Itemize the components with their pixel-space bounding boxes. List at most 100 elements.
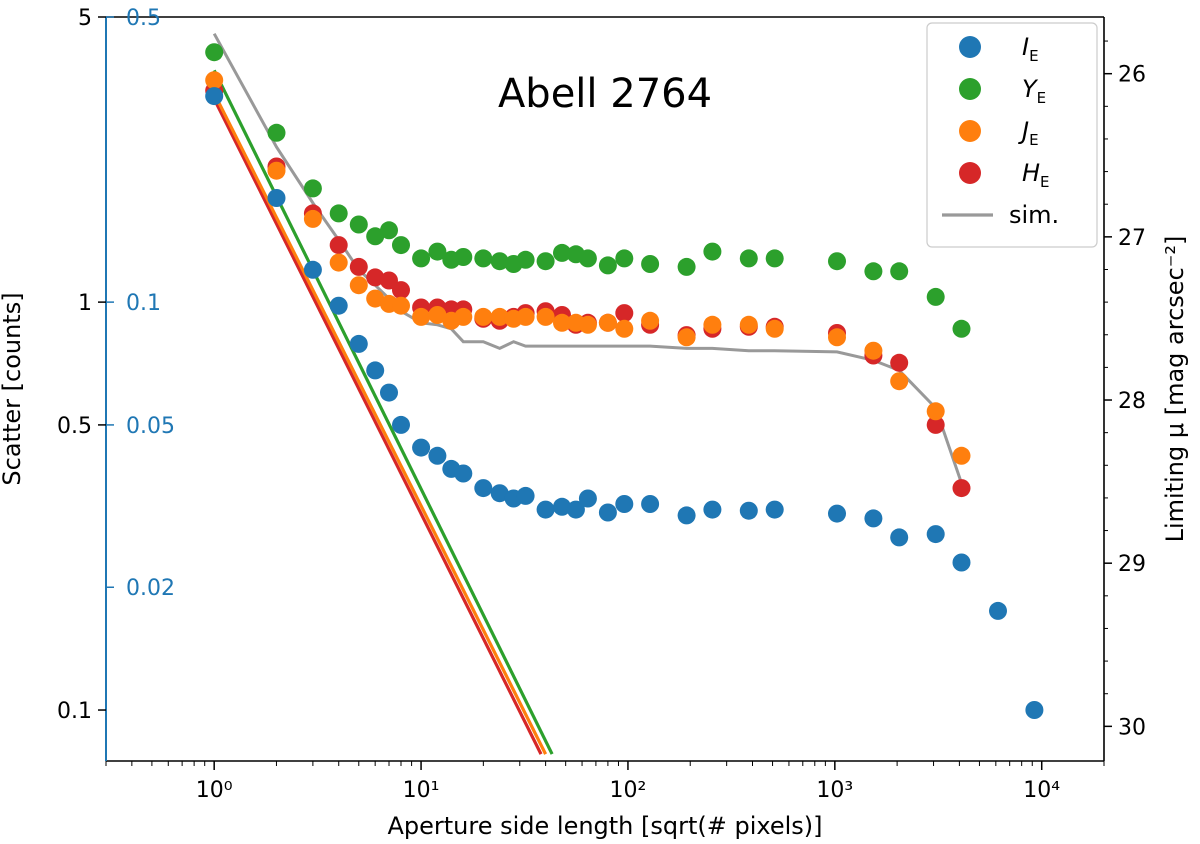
legend: IE YE JE HE sim.	[926, 22, 1098, 248]
point-j-26	[765, 319, 784, 338]
point-h-3	[329, 236, 348, 255]
point-i-11	[454, 464, 473, 483]
point-i-16	[536, 500, 555, 519]
point-h-29	[890, 353, 909, 372]
point-j-23	[677, 328, 696, 347]
data-layer	[205, 32, 1044, 755]
point-y-3	[329, 204, 348, 223]
point-j-25	[739, 315, 758, 334]
point-j-0	[205, 71, 224, 90]
point-h-21	[615, 304, 634, 323]
point-h-31	[952, 479, 971, 498]
point-i-8	[412, 438, 431, 457]
point-y-27	[828, 252, 846, 271]
point-j-12	[474, 307, 493, 326]
point-j-11	[454, 307, 473, 326]
point-i-20	[598, 503, 617, 522]
point-i-21	[615, 495, 634, 513]
point-y-21	[615, 249, 634, 268]
point-j-13	[490, 307, 509, 326]
point-i-3	[329, 296, 348, 315]
point-y-23	[677, 257, 696, 276]
point-i-12	[474, 479, 493, 498]
point-j-1	[267, 161, 286, 180]
model-line-1	[212, 98, 543, 755]
y-left-tick-label: 0.5	[57, 414, 92, 439]
point-y-30	[926, 287, 945, 306]
point-h-7	[392, 281, 410, 300]
point-i-15	[516, 486, 535, 505]
point-i-13	[490, 484, 509, 503]
point-j-31	[952, 446, 971, 465]
y-left-tick-label: 5	[78, 6, 92, 31]
point-y-26	[765, 249, 784, 268]
y-inner-tick-label: 0.1	[126, 291, 161, 316]
point-j-5	[366, 289, 385, 308]
y-axis-label-left: Scatter [counts]	[0, 292, 26, 485]
point-y-4	[349, 215, 368, 234]
point-i-31	[952, 553, 971, 572]
point-j-27	[828, 328, 846, 347]
point-y-15	[516, 250, 535, 269]
point-y-19	[578, 249, 597, 268]
point-j-2	[303, 209, 322, 228]
legend-marker-y	[959, 78, 981, 100]
point-i-5	[366, 361, 385, 380]
point-i-29	[890, 528, 909, 547]
point-j-16	[536, 307, 555, 326]
y-right-tick-label: 28	[1118, 389, 1146, 414]
point-j-28	[864, 341, 883, 360]
x-tick-label: 10²	[610, 778, 647, 803]
x-tick-label: 10⁰	[196, 778, 233, 803]
point-i-22	[641, 495, 660, 513]
point-i-30	[926, 525, 945, 544]
x-tick-label: 10¹	[403, 778, 440, 803]
point-i-33	[1025, 701, 1044, 719]
point-h-6	[380, 271, 398, 290]
point-i-25	[739, 501, 758, 520]
y-left-tick-label: 1	[78, 291, 92, 316]
point-j-19	[578, 315, 597, 334]
legend-marker-i	[959, 36, 981, 58]
legend-label-y: YE	[1022, 75, 1046, 107]
point-y-20	[598, 256, 617, 275]
point-y-17	[553, 243, 571, 262]
point-i-4	[349, 334, 368, 353]
x-tick-label: 10⁴	[1023, 778, 1060, 803]
legend-marker-j	[959, 120, 981, 142]
point-y-6	[380, 221, 398, 240]
point-j-3	[329, 253, 348, 272]
point-i-27	[828, 504, 846, 523]
legend-label-h: HE	[1022, 159, 1050, 191]
point-y-25	[739, 249, 758, 268]
y-inner-tick-label: 0.05	[126, 414, 175, 439]
x-axis-label: Aperture side length [sqrt(# pixels)]	[387, 812, 822, 840]
sim-line	[212, 32, 963, 484]
x-tick-label: 10³	[816, 778, 853, 803]
point-i-17	[553, 497, 571, 516]
point-y-24	[703, 242, 722, 261]
point-y-8	[412, 249, 431, 268]
point-i-7	[392, 415, 410, 434]
point-j-29	[890, 372, 909, 391]
y-inner-tick-label: 0.5	[126, 6, 161, 31]
axes-layer: 10⁰ 10¹ 10² 10³ 10⁴ 0.1 0.5 1 5 0.02 0.05 0.1 0.5 26 2…	[57, 6, 1146, 803]
model-line-3	[212, 69, 554, 755]
y-right-tick-label: 30	[1118, 715, 1146, 740]
point-y-31	[952, 319, 971, 338]
point-h-4	[349, 257, 368, 276]
legend-marker-h	[959, 162, 981, 184]
chart-annotation: Abell 2764	[498, 71, 712, 117]
point-y-16	[536, 252, 555, 271]
point-j-20	[598, 313, 617, 332]
point-j-30	[926, 402, 945, 421]
point-j-17	[553, 313, 571, 332]
point-y-5	[366, 227, 385, 246]
point-j-21	[615, 319, 634, 338]
model-line-2	[212, 92, 548, 755]
point-y-0	[205, 43, 224, 62]
legend-label-i: IE	[1022, 33, 1039, 65]
point-i-6	[380, 383, 398, 402]
point-i-32	[989, 601, 1007, 620]
point-i-2	[303, 260, 322, 279]
